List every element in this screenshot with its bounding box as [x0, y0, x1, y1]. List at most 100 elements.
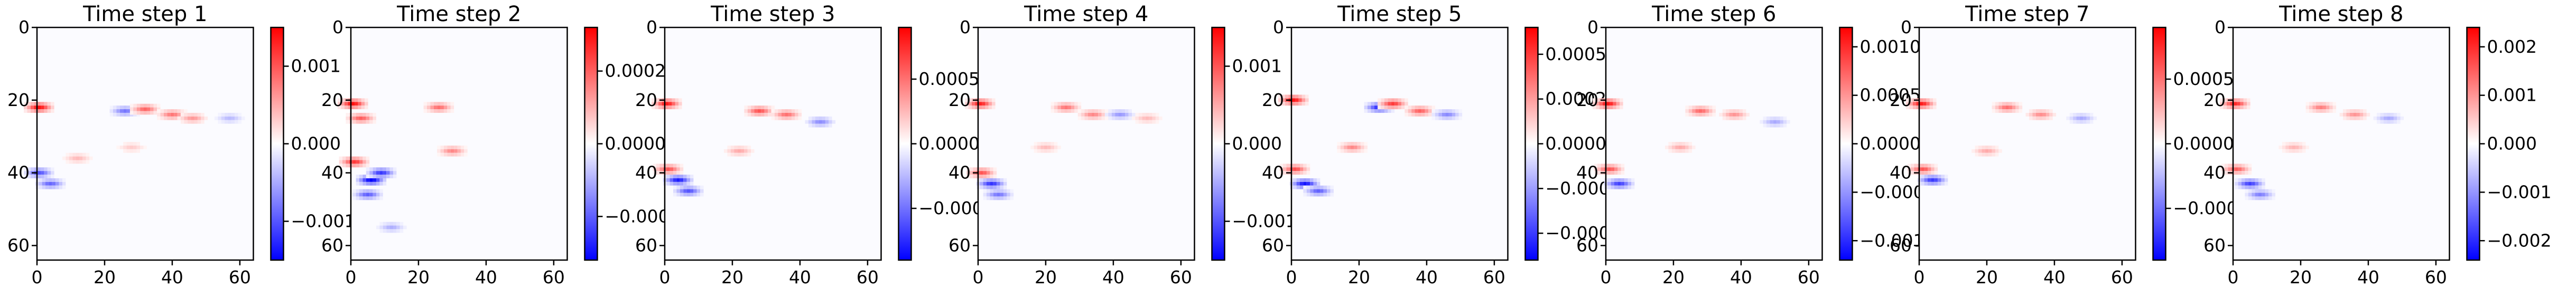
heatmap-cell	[747, 149, 751, 153]
heatmap-cell	[983, 171, 987, 175]
heatmap-cell	[344, 102, 348, 106]
heatmap-cell	[1610, 102, 1613, 106]
heatmap-cell	[373, 167, 376, 171]
heatmap-cell	[359, 189, 363, 193]
heatmap-cell	[785, 116, 788, 120]
heatmap-cell	[389, 167, 393, 171]
heatmap-cell	[157, 116, 161, 120]
heatmap-cell	[447, 145, 451, 149]
heatmap-cell	[352, 112, 356, 117]
heatmap-cell	[464, 152, 468, 157]
heatmap-cell	[696, 189, 701, 193]
heatmap-cell	[379, 229, 383, 233]
heatmap-cell	[1000, 189, 1003, 193]
heatmap-cell	[2015, 109, 2019, 113]
x-tick-label: 20	[1035, 267, 1057, 288]
heatmap-cell	[447, 109, 451, 113]
heatmap-background	[1291, 27, 1508, 260]
heatmap-cell	[126, 149, 130, 153]
heatmap-cell	[968, 98, 972, 102]
heatmap-feature	[423, 102, 454, 113]
heatmap-cell	[1743, 112, 1746, 117]
heatmap-cell	[2226, 106, 2230, 110]
heatmap-cell	[1926, 102, 1930, 106]
heatmap-cell	[1452, 112, 1456, 117]
heatmap-cell	[781, 109, 785, 113]
heatmap-cell	[1678, 142, 1682, 146]
heatmap-cell	[2353, 116, 2357, 120]
heatmap-cell	[1926, 106, 1930, 110]
heatmap-cell	[1675, 149, 1679, 153]
heatmap-cell	[1408, 106, 1412, 110]
heatmap-cell	[1763, 123, 1766, 128]
heatmap-cell	[1988, 149, 1992, 153]
heatmap-cell	[990, 189, 993, 193]
heatmap-cell	[24, 171, 27, 175]
heatmap-cell	[2252, 178, 2255, 182]
heatmap-cell	[1074, 102, 1078, 106]
heatmap-background	[1919, 27, 2136, 260]
heatmap-cell	[985, 98, 989, 102]
heatmap-cell	[992, 106, 996, 110]
heatmap-cell	[423, 106, 427, 110]
heatmap-cell	[2346, 112, 2350, 117]
heatmap-cell	[754, 106, 758, 110]
heatmap-cell	[675, 102, 679, 106]
heatmap-cell	[1279, 164, 1284, 168]
heatmap-cell	[747, 145, 751, 149]
heatmap-cell	[1777, 120, 1780, 124]
heatmap-cell	[764, 109, 768, 113]
heatmap-cell	[201, 120, 204, 124]
heatmap-cell	[1316, 181, 1320, 186]
heatmap-cell	[1101, 112, 1105, 117]
heatmap-cell	[1766, 123, 1770, 128]
heatmap-cell	[72, 160, 76, 164]
heatmap-cell	[2008, 102, 2012, 106]
heatmap-cell	[970, 171, 973, 175]
heatmap-cell	[1709, 106, 1713, 110]
heatmap-cell	[383, 225, 387, 229]
heatmap-cell	[160, 112, 164, 117]
heatmap-cell	[1934, 181, 1938, 186]
heatmap-cell	[355, 102, 358, 106]
heatmap-cell	[1149, 120, 1152, 124]
heatmap-cell	[187, 112, 191, 117]
heatmap-cell	[362, 196, 366, 200]
heatmap-cell	[1911, 171, 1914, 175]
heatmap-feature	[24, 102, 54, 113]
y-tick-label: 60	[1262, 235, 1284, 255]
heatmap-cell	[1594, 164, 1598, 168]
heatmap-cell	[1722, 112, 1726, 117]
heatmap-feature	[62, 152, 93, 164]
heatmap-cell	[2045, 112, 2050, 117]
heatmap-feature	[1685, 106, 1716, 117]
heatmap-cell	[136, 111, 141, 115]
heatmap-cell	[393, 171, 397, 175]
heatmap-cell	[129, 145, 134, 149]
heatmap-cell	[2295, 145, 2299, 149]
heatmap-background	[2233, 27, 2450, 260]
heatmap-cell	[163, 109, 168, 113]
axes-frame	[1290, 26, 1509, 261]
heatmap-cell	[1421, 112, 1425, 117]
heatmap-cell	[2025, 112, 2029, 117]
heatmap-cell	[1054, 145, 1058, 149]
heatmap-cell	[754, 112, 758, 117]
heatmap-cell	[2090, 116, 2094, 120]
heatmap-cell	[1597, 164, 1601, 168]
heatmap-cell	[1926, 98, 1930, 102]
axes-frame	[350, 26, 568, 261]
heatmap-cell	[1628, 181, 1631, 186]
colorbar-gradient	[2153, 27, 2166, 260]
heatmap-cell	[1121, 112, 1126, 117]
heatmap-cell	[1614, 164, 1618, 168]
heatmap-cell	[221, 112, 225, 117]
heatmap-cell	[1998, 109, 2002, 113]
heatmap-cell	[2248, 193, 2252, 197]
heatmap-cell	[2083, 120, 2087, 124]
heatmap-cell	[2221, 167, 2225, 171]
heatmap-cell	[113, 112, 117, 117]
heatmap-cell	[2228, 164, 2231, 168]
heatmap-cell	[990, 196, 993, 200]
heatmap-cell	[1411, 106, 1415, 110]
